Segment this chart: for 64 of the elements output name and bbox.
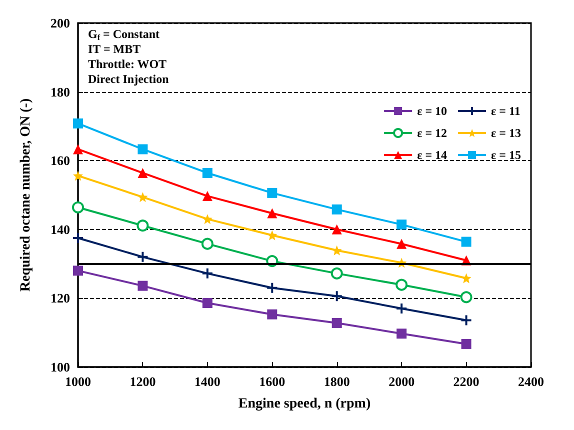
y-tick-label: 200 (50, 16, 70, 30)
x-tick-label: 1800 (324, 374, 350, 389)
point (396, 328, 407, 339)
point (201, 238, 214, 250)
x-tick-label: 1400 (194, 374, 220, 389)
point (461, 338, 472, 349)
point (332, 245, 342, 256)
point (332, 204, 342, 214)
point (396, 302, 408, 315)
point (396, 278, 408, 291)
point (460, 314, 472, 326)
y-tick-label: 100 (50, 360, 70, 374)
annotation: Direct Injection (88, 72, 170, 86)
point (202, 191, 212, 202)
point (73, 266, 83, 276)
annotation: IT = MBT (88, 42, 141, 56)
point (267, 208, 278, 218)
x-tick-label: 1000 (65, 374, 91, 389)
point (136, 220, 149, 232)
point (267, 230, 278, 240)
point (332, 318, 342, 328)
point (73, 170, 83, 181)
y-tick-label: 180 (50, 84, 70, 100)
x-axis-title: Engine speed, n (rpm) (238, 396, 371, 412)
point (396, 238, 407, 249)
point (201, 267, 214, 280)
point (138, 144, 148, 154)
x-tick-label: 2200 (453, 374, 480, 389)
point (138, 192, 148, 202)
legend-label: ε = 11 (491, 104, 520, 118)
point (138, 168, 148, 178)
point (73, 118, 83, 128)
x-tick-label: 2400 (518, 374, 544, 389)
point (396, 220, 407, 230)
legend-label: ε = 14 (417, 148, 448, 162)
point (138, 280, 148, 291)
y-tick-label: 120 (50, 290, 70, 306)
point (461, 273, 472, 284)
legend-label: ε = 10 (417, 104, 448, 118)
point (267, 188, 278, 198)
point (72, 232, 84, 244)
point (202, 214, 212, 224)
point (332, 224, 342, 234)
y-tick-label: 160 (50, 153, 70, 168)
point (72, 201, 84, 214)
point (202, 298, 212, 308)
point (73, 144, 83, 154)
legend-label: ε = 12 (417, 126, 448, 140)
x-tick-label: 1200 (130, 374, 156, 389)
y-tick-label: 140 (50, 222, 70, 237)
x-tick-label: 1600 (259, 374, 286, 389)
legend-label: ε = 15 (491, 148, 522, 162)
x-tick-label: 2000 (388, 374, 415, 389)
point (460, 291, 472, 304)
point (266, 282, 278, 294)
point (461, 236, 472, 247)
annotation: Throttle: WOT (88, 57, 167, 71)
point (202, 168, 212, 178)
point (267, 309, 278, 320)
y-axis-title: Required octane number, ON (-) (18, 98, 34, 292)
legend-label: ε = 13 (491, 126, 522, 140)
point (330, 267, 343, 280)
point (330, 290, 343, 302)
point (136, 250, 149, 263)
